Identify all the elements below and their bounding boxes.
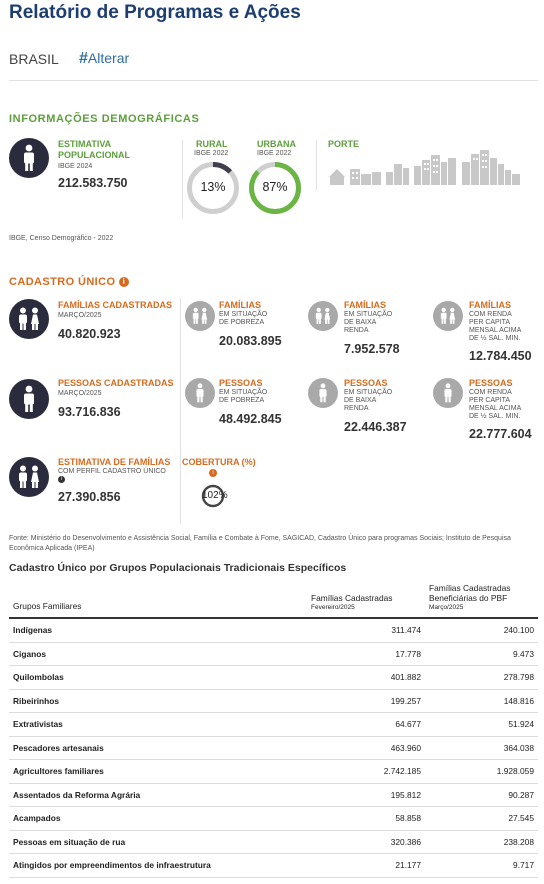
divider xyxy=(9,80,538,81)
rural-label: RURAL xyxy=(196,139,228,149)
size-label: PORTE xyxy=(328,139,360,149)
urban-source: IBGE 2022 xyxy=(257,150,292,157)
demographics-heading: INFORMAÇÕES DEMOGRÁFICAS xyxy=(9,113,200,125)
pessoas-date: MARÇO/2025 xyxy=(58,390,102,397)
person-icon xyxy=(433,378,463,408)
table-row: Atingidos por empreendimentos de infraes… xyxy=(9,853,538,878)
location-name: BRASIL xyxy=(9,51,59,67)
hash-icon: # xyxy=(79,50,88,67)
pessoas-pobreza-value: 48.492.845 xyxy=(219,412,282,426)
urban-label: URBANA xyxy=(257,139,296,149)
rural-source: IBGE 2022 xyxy=(194,150,229,157)
table-row: Ciganos 17.778 9.473 xyxy=(9,642,538,666)
divider xyxy=(316,140,317,190)
groups-table: Grupos Familiares Famílias Cadastradas Fe… xyxy=(9,583,538,878)
family-icon xyxy=(433,301,463,331)
familias-acima-label: FAMÍLIAS xyxy=(469,300,511,310)
groups-heading: Cadastro Único por Grupos Populacionais … xyxy=(9,562,347,574)
table-row: Pessoas em situação de rua 320.386 238.208 xyxy=(9,830,538,854)
pessoas-pobreza-sub: EM SITUAÇÃO DE POBREZA xyxy=(219,389,268,404)
family-icon xyxy=(185,301,215,331)
pessoas-label: PESSOAS CADASTRADAS xyxy=(58,378,174,388)
pessoas-baixa-label: PESSOAS xyxy=(344,378,388,388)
cadastro-source: Fonte: Ministério do Desenvolvimento e A… xyxy=(9,535,511,552)
divider xyxy=(182,140,183,218)
change-location-link[interactable]: #Alterar xyxy=(79,50,129,68)
population-label: ESTIMATIVA POPULACIONAL xyxy=(58,139,130,160)
table-row: Assentados da Reforma Agrária 195.812 90.2… xyxy=(9,783,538,807)
pessoas-acima-value: 22.777.604 xyxy=(469,427,532,441)
person-icon xyxy=(185,378,215,408)
urban-percent: 87% xyxy=(262,180,288,194)
familias-date: MARÇO/2025 xyxy=(58,312,102,319)
person-icon xyxy=(9,138,49,178)
family-icon xyxy=(308,301,338,331)
rural-percent: 13% xyxy=(200,180,226,194)
family-icon xyxy=(9,299,49,339)
pessoas-pobreza-label: PESSOAS xyxy=(219,378,263,388)
familias-pobreza-value: 20.083.895 xyxy=(219,334,282,348)
divider xyxy=(180,298,181,524)
table-row: Extrativistas 64.677 51.924 xyxy=(9,712,538,737)
cadastro-heading: CADASTRO ÚNICO i xyxy=(9,276,129,288)
table-row: Ribeirinhos 199.257 148.816 xyxy=(9,689,538,713)
info-icon[interactable]: i xyxy=(118,277,129,287)
population-source: IBGE 2024 xyxy=(58,163,93,170)
familias-pobreza-sub: EM SITUAÇÃO DE POBREZA xyxy=(219,311,268,326)
table-row: Acampados 58.858 27.545 xyxy=(9,806,538,831)
familias-pobreza-label: FAMÍLIAS xyxy=(219,300,261,310)
cobertura-gauge: 102% xyxy=(201,484,228,508)
cobertura-label: COBERTURA (%) xyxy=(182,457,256,467)
familias-baixa-sub: EM SITUAÇÃO DE BAIXA RENDA xyxy=(344,311,393,334)
pessoas-baixa-value: 22.446.387 xyxy=(344,420,407,434)
familias-baixa-label: FAMÍLIAS xyxy=(344,300,386,310)
info-icon[interactable]: i xyxy=(58,476,65,483)
person-icon xyxy=(9,379,49,419)
familias-baixa-value: 7.952.578 xyxy=(344,342,400,356)
family-icon xyxy=(9,457,49,497)
pessoas-acima-label: PESSOAS xyxy=(469,378,513,388)
table-row: Indígenas 311.474 240.100 xyxy=(9,618,538,643)
rural-donut: 13% xyxy=(186,161,240,215)
change-location-label: Alterar xyxy=(87,50,130,66)
info-icon[interactable]: i xyxy=(209,469,217,477)
pessoas-value: 93.716.836 xyxy=(58,405,121,419)
familias-value: 40.820.923 xyxy=(58,327,121,341)
table-row: Agricultores familiares 2.742.185 1.928.05… xyxy=(9,759,538,784)
familias-label: FAMÍLIAS CADASTRADAS xyxy=(58,300,172,310)
pessoas-acima-sub: COM RENDA PER CAPITA MENSAL ACIMA DE ½ SAL.… xyxy=(469,389,522,420)
estimativa-sub: COM PERFIL CADASTRO ÚNICO xyxy=(58,468,166,475)
estimativa-value: 27.390.856 xyxy=(58,490,121,504)
demographics-source: IBGE, Censo Demográfico - 2022 xyxy=(9,235,114,242)
page-title: Relatório de Programas e Ações xyxy=(9,2,301,23)
population-value: 212.583.750 xyxy=(58,176,128,190)
table-row: Quilombolas 401.882 278.798 xyxy=(9,665,538,690)
familias-acima-value: 12.784.450 xyxy=(469,349,532,363)
col-header-cadastradas: Famílias Cadastradas Fevereiro/2025 xyxy=(307,583,425,619)
urban-donut: 87% xyxy=(248,161,302,215)
city-size-icons xyxy=(328,150,528,186)
col-header-grupos: Grupos Familiares xyxy=(9,583,307,619)
person-icon xyxy=(308,378,338,408)
col-header-pbf: Famílias Cadastradas Beneficiárias do PBF… xyxy=(425,583,538,619)
estimativa-label: ESTIMATIVA DE FAMÍLIAS xyxy=(58,457,171,467)
pessoas-baixa-sub: EM SITUAÇÃO DE BAIXA RENDA xyxy=(344,389,393,412)
familias-acima-sub: COM RENDA PER CAPITA MENSAL ACIMA DE ½ SAL.… xyxy=(469,311,522,342)
cobertura-value: 102% xyxy=(202,490,228,501)
table-row: Pescadores artesanais 463.960 364.038 xyxy=(9,736,538,760)
